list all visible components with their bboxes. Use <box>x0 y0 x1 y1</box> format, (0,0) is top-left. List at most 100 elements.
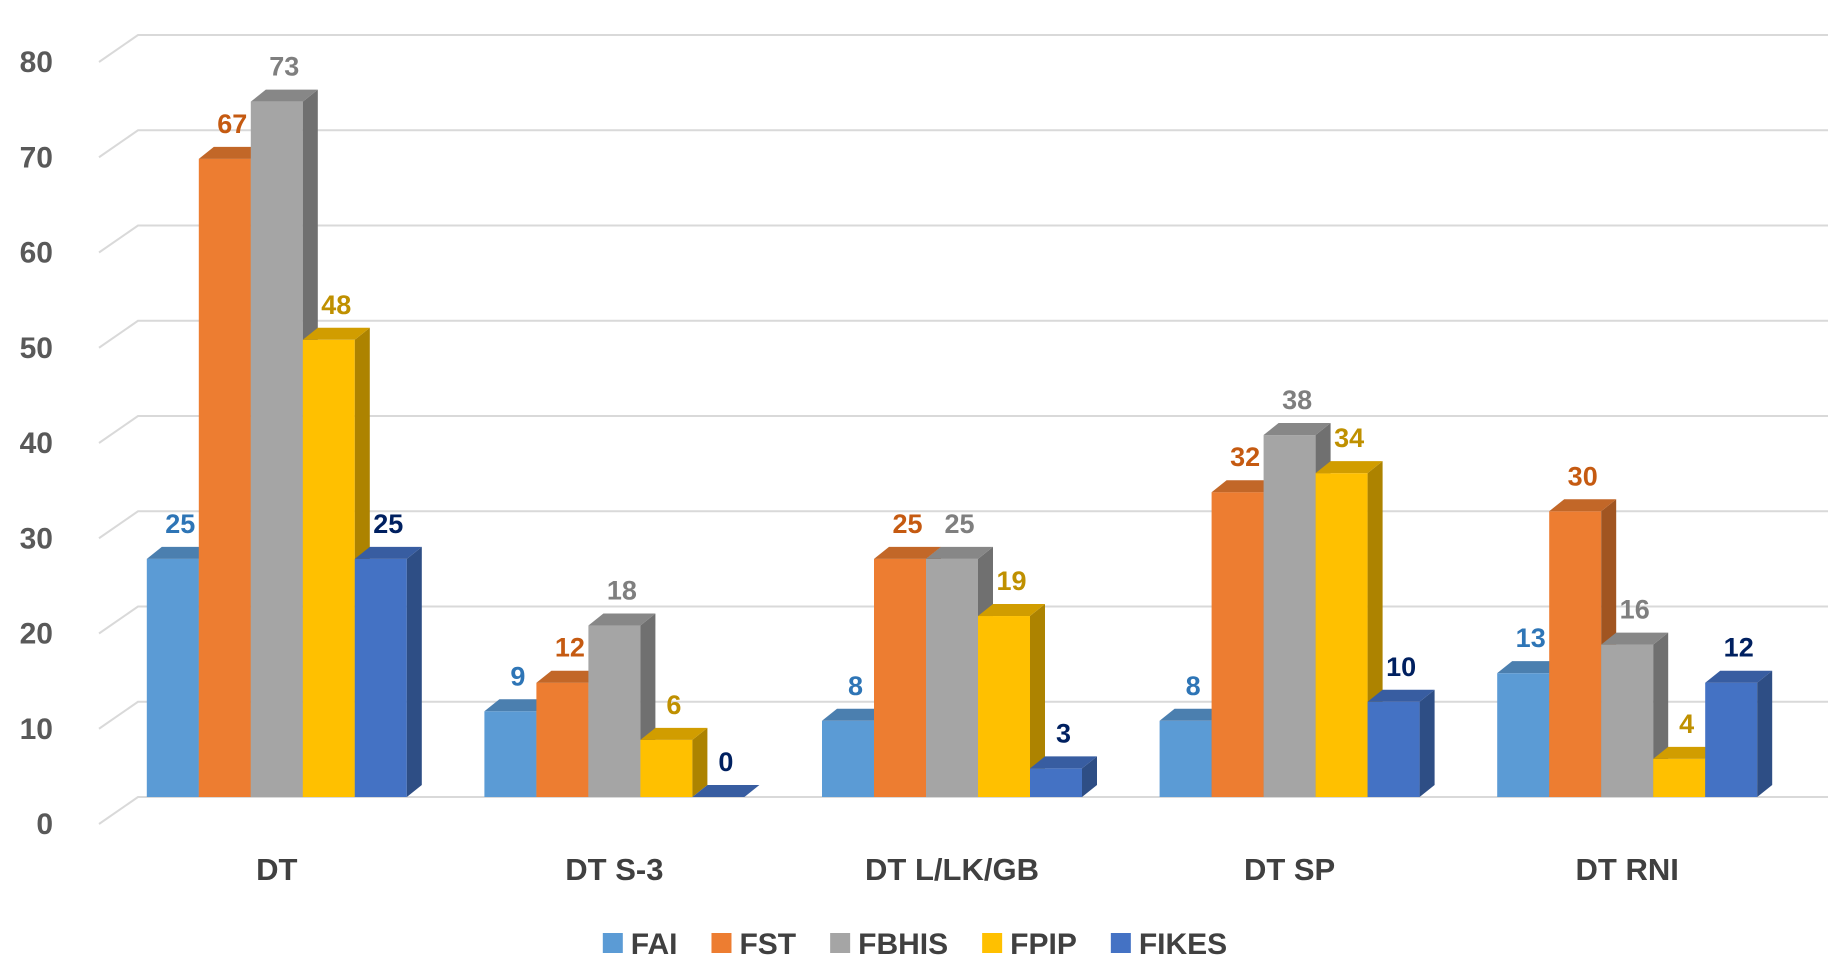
bar-side <box>406 546 422 797</box>
bar-top <box>146 546 214 559</box>
bar-top <box>1263 423 1331 436</box>
x-tick-label: DT S-3 <box>565 852 663 887</box>
grid-line <box>98 129 1828 159</box>
x-tick-label: DT L/LK/GB <box>865 852 1039 887</box>
data-label: 25 <box>892 509 922 539</box>
bar-front <box>1030 768 1082 797</box>
data-label: 32 <box>1230 442 1260 472</box>
y-tick-label: 20 <box>20 618 53 651</box>
bar-top <box>1211 480 1279 493</box>
data-label: 6 <box>666 690 681 720</box>
bar-front <box>1315 473 1368 797</box>
legend-label: FIKES <box>1139 928 1227 961</box>
bar-top <box>1601 632 1669 645</box>
bar-front <box>1653 758 1706 797</box>
data-label: 4 <box>1679 709 1694 739</box>
bar-front <box>978 616 1030 797</box>
bar <box>1030 756 1097 797</box>
legend-label: FBHIS <box>858 928 948 961</box>
bar-front <box>1159 720 1212 797</box>
bar-top <box>1367 689 1435 702</box>
legend-swatch <box>830 933 851 953</box>
bar-top <box>822 708 889 721</box>
bar-front <box>536 682 589 797</box>
bar-top <box>692 785 760 797</box>
legend-swatch <box>1110 933 1131 953</box>
y-tick-label: 50 <box>20 332 53 365</box>
data-label: 12 <box>1724 633 1754 663</box>
bar-front <box>1497 673 1550 797</box>
bar-top <box>926 546 993 559</box>
bar-front <box>874 558 926 797</box>
bar <box>1367 689 1435 797</box>
bar-side <box>692 727 708 797</box>
y-tick-label: 70 <box>20 141 53 174</box>
bar-top <box>354 546 422 559</box>
data-label: 30 <box>1568 461 1598 491</box>
bar-front <box>640 739 693 797</box>
bar <box>1705 670 1773 797</box>
bar-top <box>874 546 941 559</box>
y-tick-label: 40 <box>20 427 53 460</box>
y-tick-label: 80 <box>20 46 53 79</box>
bar-front <box>1705 682 1758 797</box>
data-label: 25 <box>944 509 974 539</box>
data-label: 25 <box>373 509 403 539</box>
data-label: 18 <box>607 576 637 606</box>
legend: FAI FST FBHIS FPIP FIKES <box>602 928 1227 961</box>
data-label: 38 <box>1282 385 1312 415</box>
bar-side <box>1419 689 1435 797</box>
bar-side <box>1082 756 1097 797</box>
legend-swatch <box>711 933 732 953</box>
bar-front <box>198 158 251 797</box>
bar <box>354 546 422 797</box>
bar-top <box>1549 499 1617 512</box>
bar-front <box>302 339 355 797</box>
data-label: 8 <box>848 671 863 701</box>
bar-top <box>640 727 708 740</box>
bar <box>692 785 760 797</box>
bar <box>640 727 708 797</box>
bar-front <box>1263 435 1316 797</box>
bar-front <box>354 558 407 797</box>
bar-side <box>1757 670 1773 797</box>
y-tick-label: 10 <box>20 713 53 746</box>
y-tick-label: 0 <box>36 808 53 841</box>
x-tick-label: DT <box>256 852 297 887</box>
grid-line <box>98 796 1828 825</box>
bar-top <box>484 699 552 712</box>
data-label: 16 <box>1620 595 1650 625</box>
grid-line <box>98 224 1828 254</box>
bar-top <box>1159 708 1227 721</box>
bar <box>302 327 370 797</box>
data-label: 67 <box>217 109 247 139</box>
data-label: 12 <box>555 633 585 663</box>
bar-top <box>1315 461 1383 474</box>
data-label: 0 <box>718 747 733 777</box>
data-label: 3 <box>1056 718 1071 748</box>
bar-top <box>536 670 604 683</box>
x-tick-label: DT SP <box>1244 852 1335 887</box>
bar-top <box>978 604 1045 617</box>
bar-top <box>588 613 656 626</box>
grid-line <box>98 34 1828 63</box>
bar <box>978 604 1045 797</box>
legend-label: FPIP <box>1010 928 1077 961</box>
bar-front <box>1367 701 1420 797</box>
data-label: 8 <box>1186 671 1201 701</box>
bar-top <box>1653 746 1721 759</box>
data-label: 9 <box>510 661 525 691</box>
bar-front <box>1549 511 1602 797</box>
y-tick-label: 60 <box>20 237 53 270</box>
data-label: 25 <box>165 509 195 539</box>
legend-label: FST <box>739 928 796 961</box>
bar-top <box>1705 670 1773 683</box>
bar-front <box>1601 644 1654 797</box>
bar-top <box>198 146 266 159</box>
bar-top <box>250 89 318 102</box>
bar-side <box>1030 604 1045 797</box>
bar-front <box>484 711 537 797</box>
bar-front <box>1211 492 1264 797</box>
